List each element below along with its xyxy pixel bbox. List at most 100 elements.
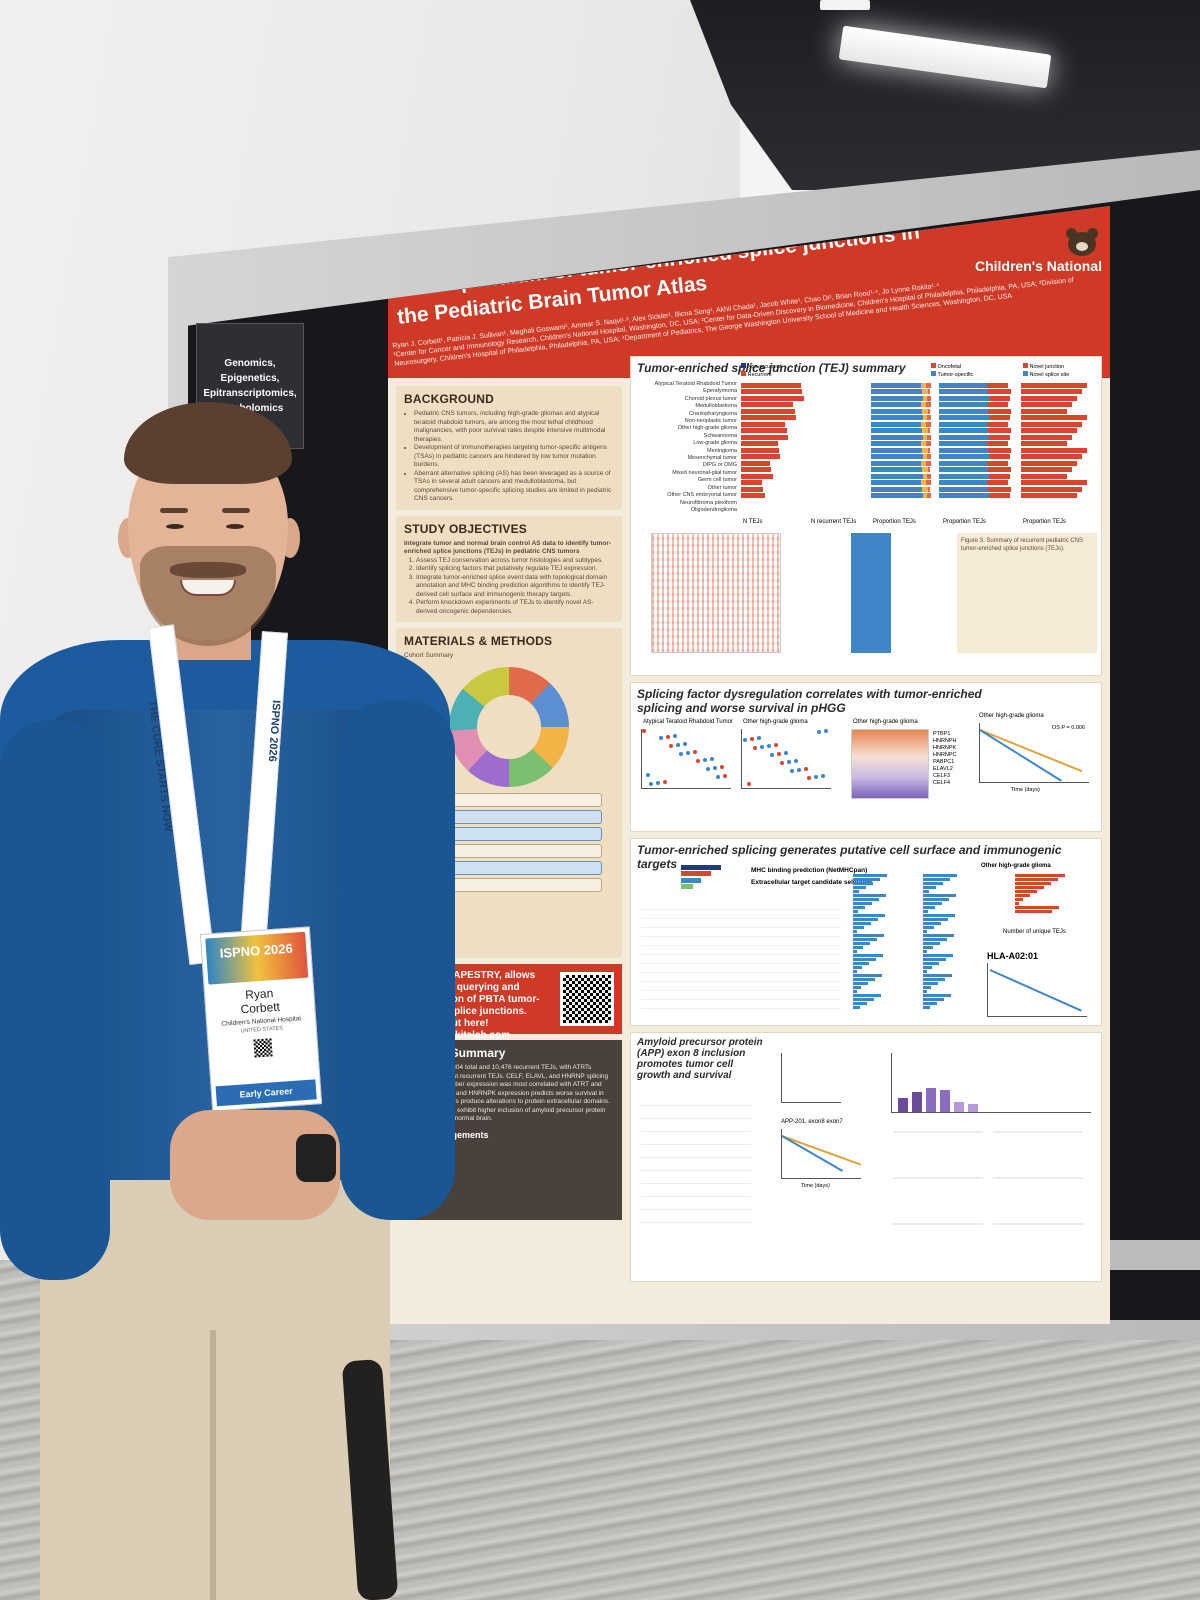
histology-label: Mesenchymal tumor xyxy=(687,455,737,462)
hla-label: HLA-A02:01 xyxy=(987,951,1039,961)
bar-mark xyxy=(923,910,928,913)
bar-mark xyxy=(741,493,765,498)
bar-mark xyxy=(1021,421,1082,427)
scatter-point xyxy=(683,742,687,746)
stacked-bar-mark xyxy=(939,415,1011,420)
bar-mark xyxy=(1021,480,1087,485)
bar-mark xyxy=(923,886,936,889)
bar-mark xyxy=(1021,473,1067,479)
objective-item: Identify splicing factors that putativel… xyxy=(416,565,614,574)
bar-mark xyxy=(1021,467,1072,472)
bar-mark xyxy=(853,910,858,913)
badge-event: ISPNO 2026 xyxy=(205,931,309,985)
bar-mark xyxy=(1021,460,1077,466)
cohort-subheading: Cohort Summary xyxy=(404,652,454,659)
bar-mark xyxy=(923,946,933,949)
bar-mark xyxy=(1015,898,1023,901)
panel-a1-title: Atypical Teratoid Rhabdoid Tumor xyxy=(643,719,733,725)
background-bullet: Development of immunotherapies targeting… xyxy=(414,444,614,470)
bar-mark xyxy=(741,460,770,466)
bar-mark xyxy=(853,962,869,965)
scatter-point xyxy=(821,774,825,778)
scatter-point xyxy=(649,782,653,786)
objectives-section: STUDY OBJECTIVES Integrate tumor and nor… xyxy=(396,515,622,622)
bar-mark xyxy=(853,934,884,937)
bar-mark xyxy=(923,922,941,925)
bar-mark xyxy=(853,918,878,921)
bar-mark xyxy=(853,878,880,881)
tej-heatmap xyxy=(651,533,781,653)
stacked-bar-mark xyxy=(939,428,1011,433)
bar-mark xyxy=(853,902,872,905)
scatter-point xyxy=(663,780,667,784)
panel-c-title: Other high-grade glioma xyxy=(979,713,1044,719)
stacked-bar-mark xyxy=(939,434,1011,440)
stacked-bar-mark xyxy=(871,421,933,427)
figure-5-panel: Tumor-enriched splicing generates putati… xyxy=(630,838,1102,1026)
scatter-point xyxy=(814,775,818,779)
smile xyxy=(180,580,236,596)
histology-label: Meningioma xyxy=(707,447,737,454)
legend-a: Non-recurrent Recurrent xyxy=(741,363,781,379)
bar-mark xyxy=(923,882,943,885)
scatter-point xyxy=(750,737,754,741)
figure-3-caption: Figure 3. Summary of recurrent pediatric… xyxy=(957,533,1097,653)
bar-mark xyxy=(1021,434,1072,440)
gene-label: HNRNPC xyxy=(933,752,957,758)
bar-mark xyxy=(853,938,877,941)
gene-label: PABPC1 xyxy=(933,759,955,765)
bar-mark xyxy=(1021,389,1082,394)
scatter-point xyxy=(777,752,781,756)
figure-4-title-2: splicing and worse survival in pHGG xyxy=(637,701,846,715)
bar-mark xyxy=(923,902,942,905)
domain-bars xyxy=(681,863,721,891)
bar-mark xyxy=(1021,395,1077,401)
gene-label: CELF4 xyxy=(933,780,951,786)
splice-junction-tracks xyxy=(641,909,841,1017)
stacked-bar-mark xyxy=(939,395,1011,401)
stacked-bar-mark xyxy=(939,447,1011,453)
stacked-bar-mark xyxy=(939,402,1011,407)
objectives-intro: Integrate tumor and normal brain control… xyxy=(404,539,612,556)
gene-label: CELF3 xyxy=(933,773,951,779)
bar-mark xyxy=(853,946,863,949)
scatter-point xyxy=(747,782,751,786)
scatter-plot-hgg xyxy=(741,729,831,789)
scatter-point xyxy=(757,736,761,740)
proportion-bars-e xyxy=(1021,381,1091,500)
scatter-point xyxy=(794,759,798,763)
panel-a2-title: Other high-grade glioma xyxy=(743,719,808,725)
badge-category: Early Career xyxy=(215,1079,317,1107)
scatter-point xyxy=(807,776,811,780)
bar-mark xyxy=(1021,486,1082,492)
background-heading: BACKGROUND xyxy=(404,392,494,406)
histology-label: DIPG or DMG xyxy=(702,462,737,469)
figure-5-title: Tumor-enriched splicing generates putati… xyxy=(637,843,1062,871)
gene-label: HNRNPK xyxy=(933,745,957,751)
eye xyxy=(166,524,184,529)
scatter-point xyxy=(706,767,710,771)
bar-mark xyxy=(1015,874,1065,877)
bar-mark xyxy=(853,974,882,977)
presenter: THE CURE STARTS NOW ISPNO 2026 ISPNO 202… xyxy=(0,400,460,1600)
stacked-bar-mark xyxy=(871,447,933,453)
bar-mark xyxy=(1015,906,1059,909)
bar-mark xyxy=(853,898,879,901)
bear-logo-icon xyxy=(1062,226,1102,258)
scatter-point xyxy=(666,735,670,739)
logo-text: Children's National xyxy=(974,258,1102,274)
histology-label: Medulloblastoma xyxy=(695,403,737,410)
scatter-point xyxy=(693,750,697,754)
gene-label: HNRNPH xyxy=(933,738,957,744)
name-badge: ISPNO 2026 Ryan Corbett Children's Natio… xyxy=(199,926,323,1112)
bar-mark xyxy=(853,886,866,889)
axis-label-b: N recurrent TEJs xyxy=(811,519,857,525)
bar-mark xyxy=(1015,902,1019,905)
histology-label: Other high-grade glioma xyxy=(677,425,737,432)
bar-mark xyxy=(923,994,951,997)
hla-rank-curve xyxy=(989,969,1082,1012)
bar-mark xyxy=(923,894,956,897)
hla-rank-plot xyxy=(987,963,1087,1017)
bar-mark xyxy=(741,402,794,407)
bar-mark xyxy=(923,938,947,941)
